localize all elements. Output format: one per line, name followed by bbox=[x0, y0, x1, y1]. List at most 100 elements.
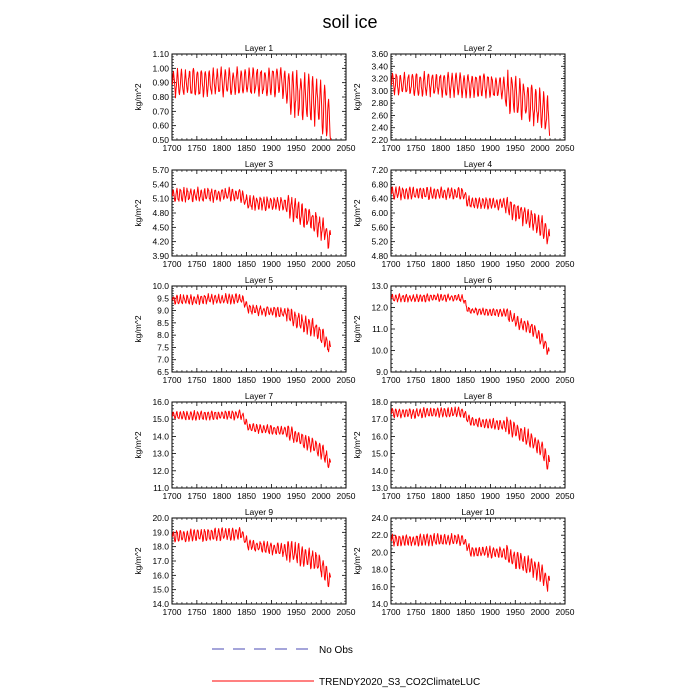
x-tick-label: 1700 bbox=[382, 491, 401, 501]
y-tick-label: 3.40 bbox=[371, 61, 388, 71]
y-axis-label: kg/m^2 bbox=[352, 431, 362, 458]
panel-title: Layer 6 bbox=[464, 275, 493, 285]
x-tick-label: 1850 bbox=[237, 607, 256, 617]
x-tick-label: 1700 bbox=[163, 259, 182, 269]
x-tick-label: 2000 bbox=[312, 491, 331, 501]
x-tick-label: 1900 bbox=[481, 607, 500, 617]
x-tick-label: 1850 bbox=[237, 143, 256, 153]
x-tick-label: 1900 bbox=[481, 143, 500, 153]
y-tick-label: 17.0 bbox=[371, 414, 388, 424]
y-tick-label: 3.90 bbox=[152, 251, 169, 261]
chart-panel: Layer 4 1700 1750 1800 1850 1900 1950 2000 2050 4… bbox=[352, 159, 575, 269]
y-tick-label: 2.60 bbox=[371, 110, 388, 120]
x-tick-label: 1850 bbox=[237, 375, 256, 385]
panel-title: Layer 3 bbox=[245, 159, 274, 169]
x-tick-label: 1900 bbox=[481, 259, 500, 269]
x-tick-label: 2050 bbox=[556, 491, 575, 501]
y-tick-label: 5.10 bbox=[152, 194, 169, 204]
y-tick-label: 7.0 bbox=[157, 355, 169, 365]
y-tick-label: 18.0 bbox=[152, 542, 169, 552]
x-tick-label: 2050 bbox=[337, 143, 356, 153]
panel-title: Layer 10 bbox=[461, 507, 494, 517]
x-tick-label: 2000 bbox=[531, 375, 550, 385]
panel-title: Layer 9 bbox=[245, 507, 274, 517]
y-tick-label: 22.0 bbox=[371, 530, 388, 540]
y-tick-label: 16.0 bbox=[371, 582, 388, 592]
plot-frame bbox=[171, 169, 347, 257]
y-axis-label: kg/m^2 bbox=[133, 83, 143, 110]
y-tick-label: 5.60 bbox=[371, 222, 388, 232]
y-tick-label: 16.0 bbox=[152, 570, 169, 580]
legend-no-obs-label: No Obs bbox=[319, 645, 353, 656]
panels-container: Layer 1 1700 1750 1800 1850 1900 1950 2000 2050 0… bbox=[133, 43, 575, 617]
y-tick-label: 5.40 bbox=[152, 179, 169, 189]
x-tick-label: 2050 bbox=[337, 491, 356, 501]
x-tick-label: 1900 bbox=[262, 607, 281, 617]
x-tick-label: 2050 bbox=[337, 375, 356, 385]
x-tick-label: 2050 bbox=[556, 375, 575, 385]
y-tick-label: 8.0 bbox=[157, 330, 169, 340]
x-tick-label: 1950 bbox=[287, 607, 306, 617]
plot-frame bbox=[390, 169, 566, 257]
y-tick-label: 4.50 bbox=[152, 222, 169, 232]
x-tick-label: 1750 bbox=[187, 375, 206, 385]
y-tick-label: 4.80 bbox=[152, 208, 169, 218]
y-tick-label: 6.40 bbox=[371, 194, 388, 204]
plot-frame bbox=[390, 517, 566, 605]
y-tick-label: 4.20 bbox=[152, 237, 169, 247]
y-tick-label: 0.90 bbox=[152, 78, 169, 88]
x-tick-label: 1800 bbox=[431, 607, 450, 617]
x-tick-label: 2050 bbox=[556, 259, 575, 269]
y-tick-label: 9.0 bbox=[157, 306, 169, 316]
y-tick-label: 14.0 bbox=[371, 599, 388, 609]
panel-title: Layer 7 bbox=[245, 391, 274, 401]
y-tick-label: 12.0 bbox=[371, 303, 388, 313]
y-axis-label: kg/m^2 bbox=[133, 315, 143, 342]
series-line bbox=[172, 526, 332, 588]
y-tick-label: 6.5 bbox=[157, 367, 169, 377]
y-tick-label: 4.80 bbox=[371, 251, 388, 261]
x-tick-label: 1950 bbox=[506, 375, 525, 385]
series-line bbox=[391, 69, 551, 136]
x-tick-label: 1800 bbox=[431, 259, 450, 269]
y-tick-label: 20.0 bbox=[371, 547, 388, 557]
y-tick-label: 6.80 bbox=[371, 179, 388, 189]
y-tick-label: 10.0 bbox=[152, 281, 169, 291]
y-tick-label: 0.70 bbox=[152, 106, 169, 116]
series-line bbox=[172, 66, 332, 141]
x-tick-label: 1700 bbox=[382, 259, 401, 269]
panel-title: Layer 4 bbox=[464, 159, 493, 169]
y-tick-label: 20.0 bbox=[152, 513, 169, 523]
x-tick-label: 1850 bbox=[456, 491, 475, 501]
x-tick-label: 1700 bbox=[163, 143, 182, 153]
x-tick-label: 1850 bbox=[237, 491, 256, 501]
x-tick-label: 2000 bbox=[531, 607, 550, 617]
y-tick-label: 15.0 bbox=[152, 414, 169, 424]
x-tick-label: 1800 bbox=[431, 491, 450, 501]
x-tick-label: 1800 bbox=[212, 259, 231, 269]
panel-title: Layer 8 bbox=[464, 391, 493, 401]
y-tick-label: 7.5 bbox=[157, 342, 169, 352]
y-tick-label: 16.0 bbox=[371, 431, 388, 441]
y-tick-label: 10.0 bbox=[371, 346, 388, 356]
x-tick-label: 1950 bbox=[506, 259, 525, 269]
y-tick-label: 14.0 bbox=[152, 599, 169, 609]
y-tick-label: 6.00 bbox=[371, 208, 388, 218]
chart-panel: Layer 7 1700 1750 1800 1850 1900 1950 2000 2050 1… bbox=[133, 391, 356, 501]
x-tick-label: 1800 bbox=[212, 375, 231, 385]
x-tick-label: 1750 bbox=[406, 259, 425, 269]
x-tick-label: 1750 bbox=[406, 607, 425, 617]
x-tick-label: 1900 bbox=[481, 375, 500, 385]
x-tick-label: 2050 bbox=[556, 143, 575, 153]
y-tick-label: 8.5 bbox=[157, 318, 169, 328]
x-tick-label: 1900 bbox=[481, 491, 500, 501]
x-tick-label: 1850 bbox=[456, 375, 475, 385]
x-tick-label: 1950 bbox=[506, 143, 525, 153]
x-tick-label: 1800 bbox=[212, 491, 231, 501]
y-tick-label: 13.0 bbox=[371, 483, 388, 493]
y-tick-label: 18.0 bbox=[371, 565, 388, 575]
y-tick-label: 14.0 bbox=[152, 431, 169, 441]
chart-panel: Layer 6 1700 1750 1800 1850 1900 1950 2000 2050 9… bbox=[352, 275, 575, 385]
x-tick-label: 2050 bbox=[337, 259, 356, 269]
y-axis-label: kg/m^2 bbox=[352, 83, 362, 110]
